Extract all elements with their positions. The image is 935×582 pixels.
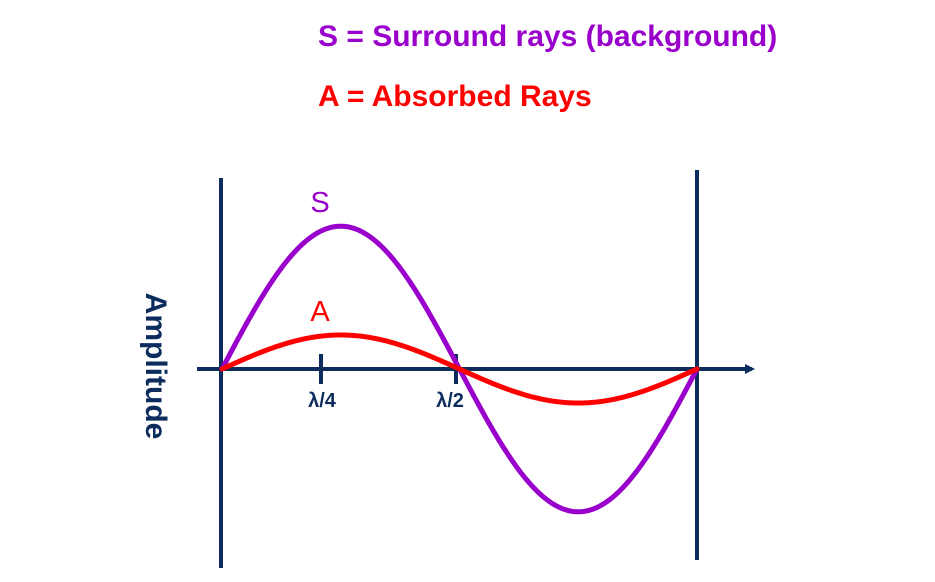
tick-label-half-wavelength: λ/2 <box>436 390 464 412</box>
tick-label-quarter-wavelength: λ/4 <box>308 390 337 412</box>
legend-surround-rays: S = Surround rays (background) <box>318 20 778 53</box>
absorbed-wave-curve <box>219 332 700 406</box>
legend-absorbed-rays: A = Absorbed Rays <box>318 80 592 113</box>
amplitude-axis-label: Amplitude <box>139 293 172 440</box>
absorbed-curve-label: A <box>310 296 330 328</box>
surround-curve-label: S <box>310 187 329 219</box>
